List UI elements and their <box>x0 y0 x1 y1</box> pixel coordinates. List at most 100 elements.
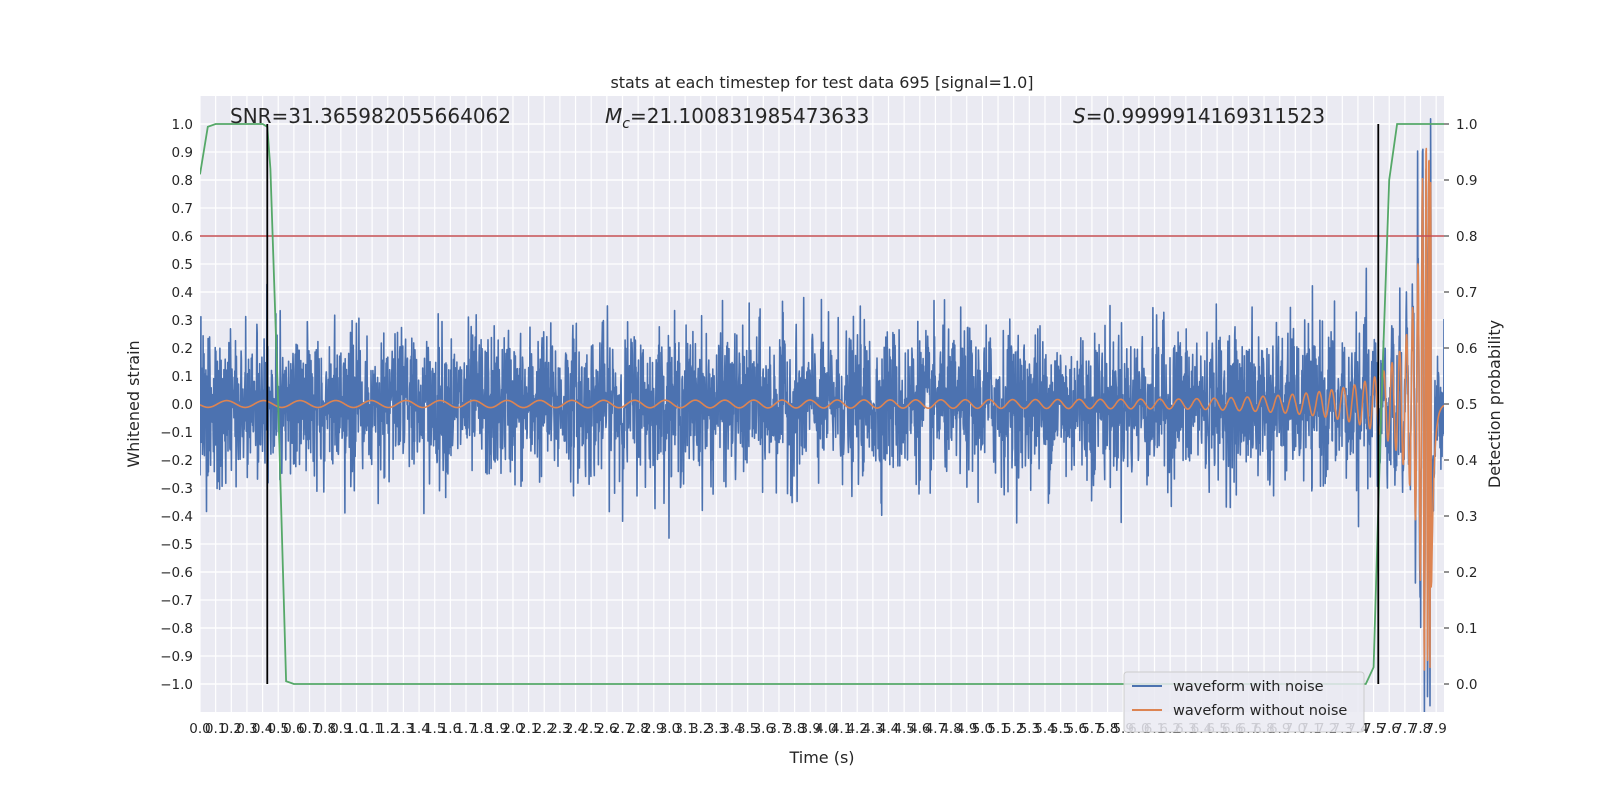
x-tick-label: 4.2 <box>846 721 867 737</box>
x-tick-label: 2.3 <box>549 721 570 737</box>
y-tick-label-right: 0.8 <box>1456 229 1477 245</box>
x-tick-label: 0.3 <box>236 721 257 737</box>
y-tick-label: −0.6 <box>160 565 193 581</box>
x-tick-label: 1.8 <box>471 721 492 737</box>
x-tick-label: 1.2 <box>377 721 398 737</box>
x-axis-label: Time (s) <box>788 748 854 767</box>
series-line-probability <box>200 123 1444 685</box>
x-tick-label: 1.5 <box>424 721 445 737</box>
y-tick-label: 0.4 <box>172 285 193 301</box>
y-tick-label: −0.2 <box>160 453 193 469</box>
legend: waveform with noise waveform without noi… <box>1123 671 1365 733</box>
score-annotation: S=0.9999914169311523 <box>1073 104 1325 128</box>
y-tick-label-right: 0.0 <box>1456 677 1477 693</box>
y-tick-label: −0.9 <box>160 649 193 665</box>
x-tick-label: 4.0 <box>815 721 836 737</box>
y-tick-label-right: 0.1 <box>1456 621 1477 637</box>
x-tick-label: 5.1 <box>987 721 1008 737</box>
x-tick-label: 4.1 <box>831 721 852 737</box>
chirp-mass-symbol: M <box>605 104 622 128</box>
x-tick-label: 5.6 <box>1066 721 1087 737</box>
x-tick-label: 5.0 <box>972 721 993 737</box>
x-tick-label: 5.3 <box>1019 721 1040 737</box>
x-tick-label: 3.5 <box>737 721 758 737</box>
y-tick-label: −1.0 <box>160 677 193 693</box>
x-tick-label: 7.9 <box>1425 721 1446 737</box>
y-tick-label: −0.3 <box>160 481 193 497</box>
x-tick-label: 2.7 <box>612 721 633 737</box>
x-tick-label: 7.6 <box>1378 721 1399 737</box>
x-tick-label: 3.9 <box>800 721 821 737</box>
x-tick-label: 7.7 <box>1394 721 1415 737</box>
x-tick-label: 2.2 <box>534 721 555 737</box>
x-tick-label: 4.9 <box>956 721 977 737</box>
series-line-noise <box>200 118 1444 712</box>
x-tick-label: 0.9 <box>330 721 351 737</box>
y-tick-label-right: 0.2 <box>1456 565 1477 581</box>
y-tick-label-right: 0.9 <box>1456 173 1477 189</box>
x-tick-label: 4.8 <box>940 721 961 737</box>
y-tick-label: −0.4 <box>160 509 193 525</box>
x-tick-label: 1.9 <box>487 721 508 737</box>
y-tick-label: 1.0 <box>172 117 193 133</box>
x-tick-label: 3.1 <box>674 721 695 737</box>
x-tick-label: 3.7 <box>768 721 789 737</box>
x-tick-label: 4.3 <box>862 721 883 737</box>
y-tick-label-right: 0.4 <box>1456 453 1477 469</box>
legend-label-clean: waveform without noise <box>1173 703 1347 719</box>
chirp-mass-subscript: c <box>622 116 630 132</box>
x-tick-label: 1.0 <box>346 721 367 737</box>
y-tick-label: 0.2 <box>172 341 193 357</box>
y-tick-label: 0.1 <box>172 369 193 385</box>
y-tick-label-right: 0.5 <box>1456 397 1477 413</box>
x-tick-label: 0.0 <box>189 721 210 737</box>
x-tick-label: 2.5 <box>580 721 601 737</box>
x-tick-label: 3.6 <box>753 721 774 737</box>
x-tick-label: 5.8 <box>1097 721 1118 737</box>
y-tick-label: 0.8 <box>172 173 193 189</box>
y-tick-label: 0.5 <box>172 257 193 273</box>
x-tick-label: 2.4 <box>565 721 586 737</box>
legend-label-noise: waveform with noise <box>1173 679 1324 695</box>
x-tick-label: 2.6 <box>596 721 617 737</box>
y-tick-label-right: 0.6 <box>1456 341 1477 357</box>
x-tick-label: 2.9 <box>643 721 664 737</box>
x-tick-label: 1.1 <box>361 721 382 737</box>
y-tick-labels-right: 0.0 0.1 0.2 0.3 0.4 0.5 0.6 0.7 0.8 0.9 1.0 <box>1444 117 1477 693</box>
x-tick-label: 3.8 <box>784 721 805 737</box>
y-tick-label: 0.7 <box>172 201 193 217</box>
x-tick-label: 3.0 <box>659 721 680 737</box>
y-tick-label: −0.8 <box>160 621 193 637</box>
x-tick-label: 1.6 <box>440 721 461 737</box>
legend-box <box>1123 671 1365 733</box>
y-axis-label-left: Whitened strain <box>124 340 143 467</box>
x-tick-label: 0.8 <box>314 721 335 737</box>
x-tick-label: 5.7 <box>1081 721 1102 737</box>
y-tick-label: 0.0 <box>172 397 193 413</box>
series-line-clean <box>200 147 1444 671</box>
x-tick-label: 7.8 <box>1410 721 1431 737</box>
x-tick-label: 5.4 <box>1034 721 1055 737</box>
x-tick-label: 0.4 <box>252 721 273 737</box>
y-tick-label-right: 0.3 <box>1456 509 1477 525</box>
x-tick-label: 3.3 <box>706 721 727 737</box>
x-tick-label: 1.3 <box>393 721 414 737</box>
x-tick-label: 7.5 <box>1363 721 1384 737</box>
y-tick-label: −0.5 <box>160 537 193 553</box>
x-tick-label: 0.7 <box>299 721 320 737</box>
y-tick-label: 0.6 <box>172 229 193 245</box>
y-tick-labels-left: −1.0 −0.9 −0.8 −0.7 −0.6 −0.5 −0.4 −0.3 −0.2 −0.1… <box>160 117 193 693</box>
x-tick-label: 0.6 <box>283 721 304 737</box>
x-tick-label: 1.7 <box>455 721 476 737</box>
x-tick-label: 4.7 <box>925 721 946 737</box>
x-tick-label: 3.4 <box>721 721 742 737</box>
chirp-mass-annotation: Mc=21.100831985473633 <box>605 104 869 132</box>
x-tick-label: 5.2 <box>1003 721 1024 737</box>
x-tick-label: 2.1 <box>518 721 539 737</box>
series-layer <box>200 118 1444 712</box>
y-axis-label-right: Detection probability <box>1485 320 1504 488</box>
snr-annotation: SNR=31.365982055664062 <box>230 104 511 128</box>
x-tick-label: 3.2 <box>690 721 711 737</box>
y-tick-label: −0.1 <box>160 425 193 441</box>
